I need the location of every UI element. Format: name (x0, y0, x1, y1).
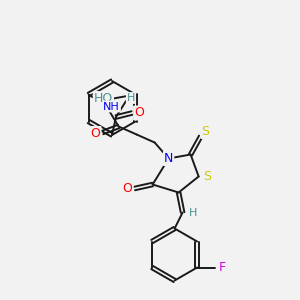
Text: N: N (164, 152, 173, 165)
Text: F: F (219, 261, 226, 274)
Text: O: O (134, 106, 144, 119)
Text: NH: NH (103, 101, 120, 112)
Text: O: O (123, 182, 133, 195)
Text: HO: HO (94, 92, 113, 105)
Text: S: S (202, 125, 210, 138)
Text: S: S (204, 170, 212, 183)
Text: H: H (127, 93, 135, 103)
Text: O: O (91, 127, 100, 140)
Text: H: H (188, 208, 197, 218)
